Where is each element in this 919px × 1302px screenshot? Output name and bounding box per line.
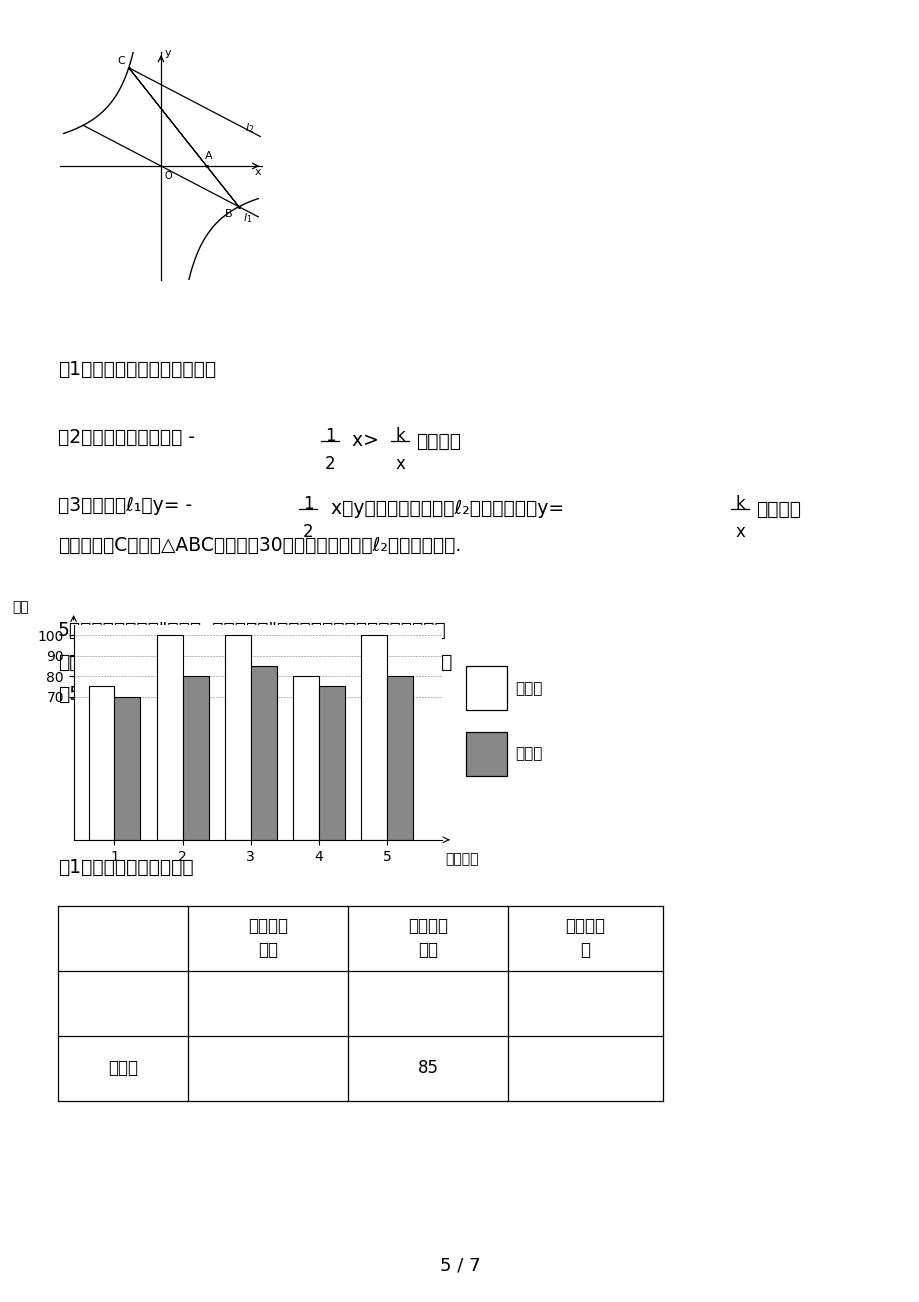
Bar (224, 635, 251, 840)
Text: （3）将直线ℓ₁：y= -: （3）将直线ℓ₁：y= - (58, 496, 198, 516)
Text: 初中部: 初中部 (515, 681, 542, 695)
Text: y: y (165, 48, 171, 59)
Text: 1: 1 (302, 495, 313, 513)
Text: （1）求反比例函数的表达式；: （1）求反比例函数的表达式； (58, 359, 216, 379)
Text: 85: 85 (417, 1060, 438, 1077)
Text: x: x (255, 167, 261, 177)
Text: 的解集；: 的解集； (415, 431, 460, 450)
Text: 的5名选手的决赛成绩如图所示．: 的5名选手的决赛成绩如图所示． (58, 685, 227, 704)
Text: 选手编号: 选手编号 (445, 852, 478, 866)
Bar (88, 686, 114, 840)
Text: 5 / 7: 5 / 7 (439, 1256, 480, 1273)
Text: k: k (734, 495, 744, 513)
Bar (293, 676, 319, 840)
Text: k: k (394, 427, 404, 445)
Bar (183, 676, 209, 840)
Text: 绩，各选出5名选手组成初中代表队和高中代表队参加学校决赛．两个队各选出: 绩，各选出5名选手组成初中代表队和高中代表队参加学校决赛．两个队各选出 (58, 654, 452, 672)
Text: （1）根据图示填写下表；: （1）根据图示填写下表； (58, 858, 193, 876)
Text: 5．我市某中学举行"中国梦•校园好声音"歌手大赛，高、初中部根据初赛成: 5．我市某中学举行"中国梦•校园好声音"歌手大赛，高、初中部根据初赛成 (58, 621, 447, 641)
Text: x>: x> (346, 431, 379, 450)
Text: C: C (117, 56, 125, 65)
Bar (387, 676, 413, 840)
Text: 初中部: 初中部 (108, 1060, 138, 1077)
Text: 中位数（
分）: 中位数（ 分） (407, 918, 448, 960)
Text: B: B (225, 208, 233, 219)
Text: 平均数（
分）: 平均数（ 分） (248, 918, 288, 960)
Bar (251, 665, 277, 840)
Text: （2）根据图象直接写出 -: （2）根据图象直接写出 - (58, 428, 200, 447)
Text: 限内交于点C，如果△ABC的面积为30，求平移后的直线ℓ₂的函数表达式.: 限内交于点C，如果△ABC的面积为30，求平移后的直线ℓ₂的函数表达式. (58, 536, 460, 555)
Text: A: A (204, 151, 212, 160)
FancyBboxPatch shape (465, 732, 507, 776)
Text: 2: 2 (324, 454, 335, 473)
Text: x沿y向上平移后的直线ℓ₂与反比例函数y=: x沿y向上平移后的直线ℓ₂与反比例函数y= (324, 500, 563, 518)
Text: 在第二象: 在第二象 (755, 500, 800, 518)
Bar (114, 697, 141, 840)
Bar (156, 635, 183, 840)
Text: 分数: 分数 (13, 600, 29, 615)
Text: x: x (734, 523, 744, 542)
Text: 1: 1 (324, 427, 335, 445)
Text: 高中部: 高中部 (515, 746, 542, 762)
Text: x: x (394, 454, 404, 473)
Text: 众数（分
）: 众数（分 ） (565, 918, 605, 960)
Bar (361, 635, 387, 840)
Text: 2: 2 (302, 523, 313, 542)
Bar (319, 686, 345, 840)
Text: $l_2$: $l_2$ (244, 121, 254, 135)
Text: O: O (164, 171, 172, 181)
Text: $l_1$: $l_1$ (243, 211, 252, 225)
FancyBboxPatch shape (465, 667, 507, 710)
